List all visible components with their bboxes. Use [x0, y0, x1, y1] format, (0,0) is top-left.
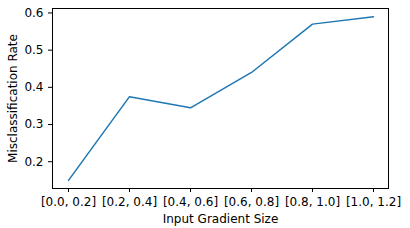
svg-text:0.6: 0.6	[24, 6, 43, 20]
svg-text:0.2: 0.2	[24, 155, 43, 169]
svg-text:Misclassification Rate: Misclassification Rate	[6, 34, 20, 163]
svg-text:Input Gradient Size: Input Gradient Size	[163, 212, 279, 226]
svg-text:[0.8, 1.0]: [0.8, 1.0]	[285, 195, 340, 209]
svg-text:[0.2, 0.4]: [0.2, 0.4]	[102, 195, 157, 209]
svg-text:[0.0, 0.2]: [0.0, 0.2]	[41, 195, 96, 209]
svg-text:[1.0, 1.2]: [1.0, 1.2]	[346, 195, 401, 209]
svg-text:[0.6, 0.8]: [0.6, 0.8]	[224, 195, 279, 209]
svg-text:0.4: 0.4	[24, 80, 43, 94]
svg-text:0.3: 0.3	[24, 117, 43, 131]
svg-text:[0.4, 0.6]: [0.4, 0.6]	[163, 195, 218, 209]
svg-text:0.5: 0.5	[24, 43, 43, 57]
